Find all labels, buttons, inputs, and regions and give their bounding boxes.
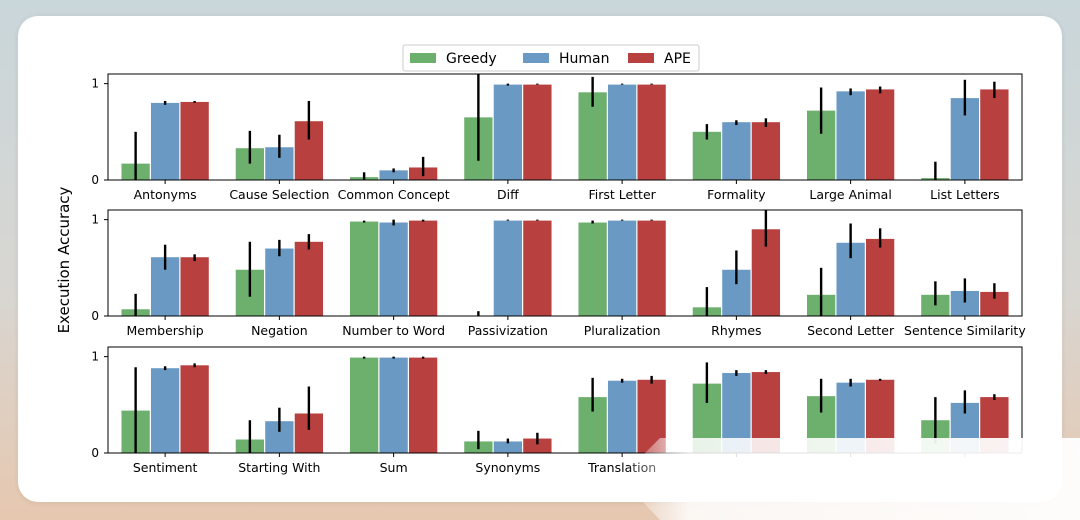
bar-greedy bbox=[692, 131, 722, 180]
legend-label-greedy: Greedy bbox=[446, 51, 497, 67]
watermark-overlay bbox=[620, 438, 1080, 520]
y-axis-label: Execution Accuracy bbox=[55, 186, 73, 333]
category-label: Large Animal bbox=[809, 187, 891, 202]
chart-panels: 0 1 Antonyms Cause Selection Common Concept D… bbox=[91, 73, 1026, 475]
bar-ape bbox=[180, 101, 209, 180]
category-label: Cause Selection bbox=[229, 187, 329, 202]
bar-ape bbox=[637, 84, 666, 180]
bar-greedy bbox=[349, 357, 379, 453]
legend-box bbox=[402, 44, 700, 72]
y-tick-label: 1 bbox=[91, 77, 99, 91]
panel-1: 0 1 Antonyms Cause Selection Common Concept D… bbox=[91, 73, 1023, 202]
bar-ape bbox=[523, 84, 552, 180]
category-label: Starting With bbox=[238, 460, 320, 475]
category-label: Diff bbox=[497, 187, 519, 202]
bar-human bbox=[607, 84, 637, 180]
y-tick-label: 0 bbox=[91, 309, 99, 323]
plot-frame bbox=[107, 73, 1023, 181]
bar-ape bbox=[865, 238, 895, 316]
bar-human bbox=[265, 248, 294, 316]
bar-ape bbox=[637, 220, 666, 316]
bar-human bbox=[493, 84, 523, 180]
category-label: List Letters bbox=[930, 187, 999, 202]
bar-greedy bbox=[578, 222, 607, 316]
legend-label-human: Human bbox=[559, 51, 610, 67]
category-label: Antonyms bbox=[134, 187, 197, 202]
category-label: Pluralization bbox=[584, 323, 661, 338]
legend-label-ape: APE bbox=[664, 51, 691, 67]
bar-human bbox=[493, 220, 523, 316]
plot-frame bbox=[107, 346, 1023, 454]
bar-ape bbox=[180, 257, 209, 316]
y-tick-label: 1 bbox=[91, 213, 99, 227]
category-label: Synonyms bbox=[475, 460, 540, 475]
category-label: Passivization bbox=[468, 323, 548, 338]
legend-swatch-greedy bbox=[410, 53, 436, 63]
y-tick-label: 0 bbox=[91, 446, 99, 460]
bar-greedy bbox=[349, 221, 379, 316]
panel-2: 0 1 Membership Negation Number to Word Passiv… bbox=[91, 209, 1026, 338]
category-label: Membership bbox=[126, 323, 203, 338]
bar-ape bbox=[523, 220, 552, 316]
bar-human bbox=[607, 220, 637, 316]
bar-human bbox=[150, 102, 180, 180]
category-label: Common Concept bbox=[338, 187, 450, 202]
plot-frame bbox=[107, 209, 1023, 317]
bar-human bbox=[836, 91, 865, 180]
category-label: Rhymes bbox=[711, 323, 761, 338]
bar-human bbox=[493, 441, 523, 453]
category-label: Formality bbox=[707, 187, 766, 202]
category-label: First Letter bbox=[588, 187, 656, 202]
legend-swatch-ape bbox=[628, 53, 654, 63]
bar-human bbox=[379, 357, 408, 453]
bar-human bbox=[607, 380, 637, 453]
bar-ape bbox=[980, 89, 1009, 180]
category-label: Second Letter bbox=[807, 323, 895, 338]
bar-ape bbox=[180, 365, 209, 453]
category-label: Number to Word bbox=[342, 323, 445, 338]
bar-greedy bbox=[578, 92, 607, 180]
bar-human bbox=[379, 170, 408, 180]
category-label: Negation bbox=[251, 323, 308, 338]
bar-human bbox=[379, 222, 408, 316]
bar-human bbox=[722, 122, 751, 180]
bar-ape bbox=[523, 438, 552, 453]
bar-ape bbox=[294, 241, 324, 316]
y-tick-label: 0 bbox=[91, 173, 99, 187]
bar-ape bbox=[408, 220, 438, 316]
bar-human bbox=[150, 368, 180, 453]
category-label: Sum bbox=[380, 460, 408, 475]
y-tick-label: 1 bbox=[91, 350, 99, 364]
bar-ape bbox=[865, 89, 895, 180]
legend-swatch-human bbox=[523, 53, 549, 63]
bar-ape bbox=[408, 357, 438, 453]
category-label: Sentence Similarity bbox=[904, 323, 1026, 338]
legend: Greedy Human APE bbox=[402, 44, 700, 72]
category-label: Sentiment bbox=[133, 460, 198, 475]
bar-ape bbox=[751, 122, 781, 180]
